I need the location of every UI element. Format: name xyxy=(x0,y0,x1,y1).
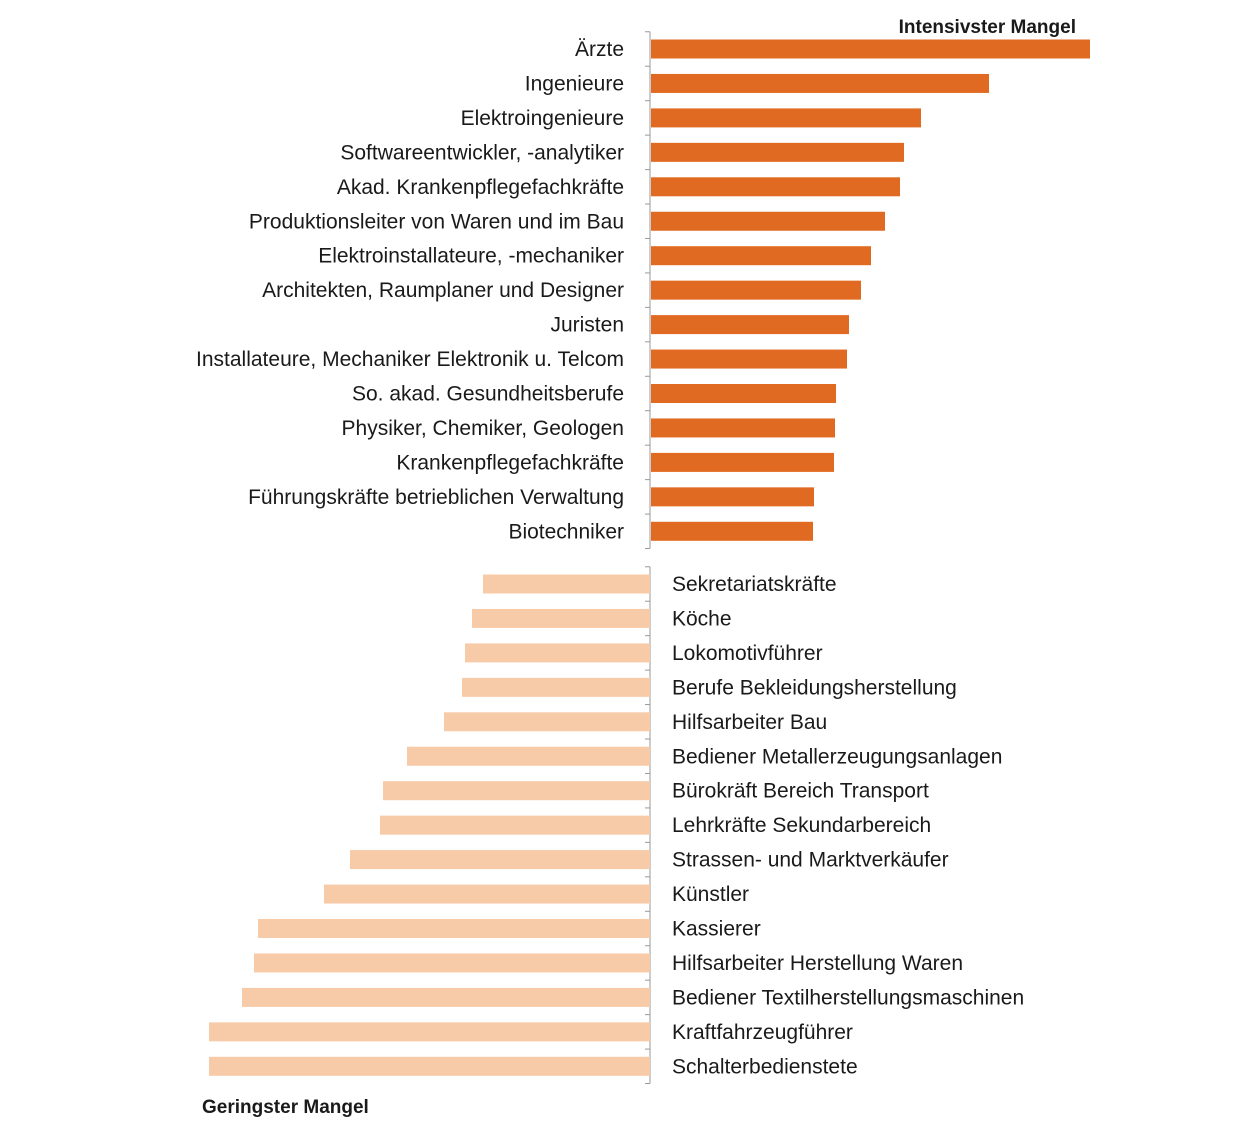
bar xyxy=(651,384,836,403)
bar xyxy=(462,677,650,697)
category-label: Schalterbedienstete xyxy=(672,1055,858,1078)
bar xyxy=(651,211,885,231)
category-label: Kraftfahrzeugführer xyxy=(672,1021,853,1044)
category-label: Kassierer xyxy=(672,918,761,941)
category-label: Installateure, Mechaniker Elektronik u. … xyxy=(196,348,624,371)
category-label: Berufe Bekleidungsherstellung xyxy=(672,676,957,699)
bar xyxy=(472,608,650,628)
bar xyxy=(350,850,650,870)
category-label: Krankenpflegefachkräfte xyxy=(396,451,624,474)
bar xyxy=(209,1056,650,1076)
category-label: Ingenieure xyxy=(525,72,624,95)
bar xyxy=(651,142,904,162)
category-label: So. akad. Gesundheitsberufe xyxy=(352,383,624,406)
top-section-title: Intensivster Mangel xyxy=(899,17,1076,38)
category-label: Hilfsarbeiter Bau xyxy=(672,711,827,734)
category-label: Bürokräft Bereich Transport xyxy=(672,780,929,803)
bar xyxy=(651,39,1090,59)
category-label: Bediener Metallerzeugungsanlagen xyxy=(672,745,1002,768)
category-label: Biotechniker xyxy=(508,520,624,543)
category-label: Elektroingenieure xyxy=(461,107,624,130)
bar xyxy=(242,987,650,1007)
category-label: Physiker, Chemiker, Geologen xyxy=(342,417,624,440)
bar xyxy=(651,418,835,438)
category-label: Künstler xyxy=(672,883,749,906)
bar xyxy=(258,919,650,938)
bar xyxy=(651,315,849,335)
category-label: Hilfsarbeiter Herstellung Waren xyxy=(672,952,963,975)
category-label: Sekretariatskräfte xyxy=(672,573,837,596)
category-label: Lehrkräfte Sekundarbereich xyxy=(672,814,931,837)
bar xyxy=(444,712,650,732)
bar xyxy=(254,953,650,973)
category-label: Akad. Krankenpflegefachkräfte xyxy=(337,176,624,199)
category-label: Softwareentwickler, -analytiker xyxy=(340,141,624,164)
category-label: Strassen- und Marktverkäufer xyxy=(672,849,949,872)
bar xyxy=(324,884,650,904)
bar xyxy=(209,1022,650,1042)
bar xyxy=(383,781,650,801)
category-label: Führungskräfte betrieblichen Verwaltung xyxy=(248,486,624,509)
bar xyxy=(380,815,650,835)
category-label: Architekten, Raumplaner und Designer xyxy=(262,279,624,302)
category-label: Produktionsleiter von Waren und im Bau xyxy=(249,210,624,233)
category-label: Ärzte xyxy=(575,38,624,61)
bar xyxy=(651,108,921,128)
bar xyxy=(651,177,900,197)
category-label: Lokomotivführer xyxy=(672,642,823,665)
category-label: Elektroinstallateure, -mechaniker xyxy=(318,245,624,268)
category-label: Bediener Textilherstellungsmaschinen xyxy=(672,986,1024,1009)
category-label: Köche xyxy=(672,607,732,630)
bar xyxy=(651,349,847,369)
bar xyxy=(651,246,871,266)
category-label: Juristen xyxy=(550,314,624,337)
bar xyxy=(651,487,814,507)
bottom-section-title: Geringster Mangel xyxy=(202,1097,369,1118)
bar xyxy=(465,643,650,663)
bar xyxy=(651,521,813,541)
bar xyxy=(651,452,834,472)
bar xyxy=(483,574,650,594)
bar xyxy=(651,73,989,93)
bar xyxy=(651,280,861,300)
bar xyxy=(407,746,650,766)
